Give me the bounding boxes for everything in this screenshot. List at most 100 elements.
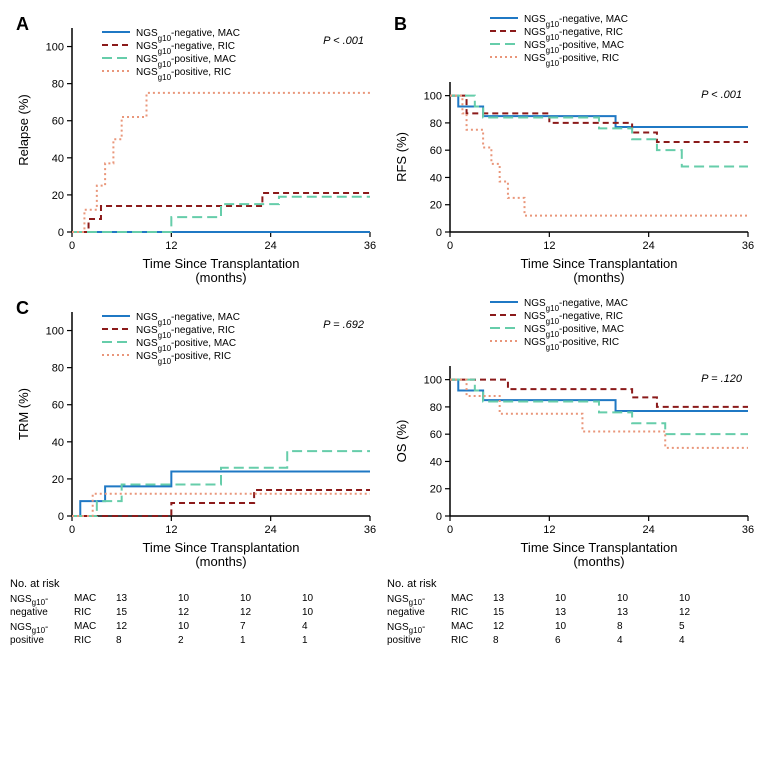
y-tick-label: 0 bbox=[436, 511, 442, 523]
y-tick-label: 0 bbox=[58, 227, 64, 239]
risk-value: 8 bbox=[607, 620, 669, 634]
risk-value: 10 bbox=[669, 592, 731, 606]
risk-value: 13 bbox=[106, 592, 168, 606]
risk-row: MAC121085 bbox=[451, 620, 731, 634]
risk-title: No. at risk bbox=[387, 578, 756, 590]
x-tick-label: 36 bbox=[742, 240, 754, 252]
x-axis-label-2: (months) bbox=[573, 270, 624, 285]
series-pos_ric bbox=[72, 494, 370, 516]
risk-value: 12 bbox=[230, 606, 292, 620]
y-axis-label: Relapse (%) bbox=[16, 94, 31, 166]
p-value: P < .001 bbox=[701, 89, 742, 101]
x-tick-label: 24 bbox=[265, 240, 277, 252]
x-tick-label: 0 bbox=[69, 524, 75, 536]
risk-tables: No. at riskNGSg10-negativeMAC13101010RIC… bbox=[10, 578, 756, 648]
y-tick-label: 100 bbox=[424, 375, 442, 387]
risk-value: 6 bbox=[545, 634, 607, 648]
risk-row: RIC15121210 bbox=[74, 606, 354, 620]
risk-value: 4 bbox=[607, 634, 669, 648]
series-pos_mac bbox=[72, 451, 370, 516]
risk-value: 5 bbox=[669, 620, 731, 634]
y-tick-label: 80 bbox=[52, 79, 64, 91]
y-axis-label: TRM (%) bbox=[16, 388, 31, 440]
x-axis-label-2: (months) bbox=[195, 270, 246, 285]
y-tick-label: 80 bbox=[52, 363, 64, 375]
risk-group-label: NGSg10-positive bbox=[387, 620, 451, 648]
y-tick-label: 20 bbox=[52, 474, 64, 486]
risk-value: 10 bbox=[168, 620, 230, 634]
series-pos_mac bbox=[72, 197, 370, 232]
x-tick-label: 24 bbox=[643, 524, 655, 536]
x-tick-label: 0 bbox=[447, 240, 453, 252]
risk-table-right: No. at riskNGSg10-negativeMAC13101010RIC… bbox=[387, 578, 756, 648]
risk-row: RIC8211 bbox=[74, 634, 354, 648]
y-tick-label: 100 bbox=[424, 91, 442, 103]
risk-value: 1 bbox=[292, 634, 354, 648]
x-axis-label: Time Since Transplantation bbox=[520, 540, 677, 555]
p-value: P < .001 bbox=[323, 35, 364, 47]
risk-value: 10 bbox=[230, 592, 292, 606]
panel-a: A0204060801000122436Time Since Transplan… bbox=[10, 10, 380, 290]
x-tick-label: 12 bbox=[543, 524, 555, 536]
risk-row: RIC15131312 bbox=[451, 606, 731, 620]
x-tick-label: 24 bbox=[265, 524, 277, 536]
x-tick-label: 12 bbox=[543, 240, 555, 252]
x-tick-label: 36 bbox=[364, 240, 376, 252]
risk-row: RIC8644 bbox=[451, 634, 731, 648]
panel-letter: C bbox=[16, 298, 29, 318]
y-tick-label: 60 bbox=[430, 429, 442, 441]
panel-b: B0204060801000122436Time Since Transplan… bbox=[388, 10, 758, 290]
x-tick-label: 0 bbox=[447, 524, 453, 536]
x-tick-label: 24 bbox=[643, 240, 655, 252]
risk-arm: MAC bbox=[74, 592, 106, 606]
risk-value: 12 bbox=[168, 606, 230, 620]
risk-value: 12 bbox=[483, 620, 545, 634]
figure-grid: A 0 20 40 60 80 100 0 12 24 36 Time Since Transplan… bbox=[10, 10, 756, 574]
y-tick-label: 80 bbox=[430, 118, 442, 130]
p-value: P = .120 bbox=[701, 373, 743, 385]
x-axis-label-2: (months) bbox=[573, 554, 624, 569]
x-tick-label: 12 bbox=[165, 240, 177, 252]
risk-value: 1 bbox=[230, 634, 292, 648]
y-tick-label: 0 bbox=[58, 511, 64, 523]
y-tick-label: 20 bbox=[430, 200, 442, 212]
risk-group-label: NGSg10-negative bbox=[387, 592, 451, 620]
y-tick-label: 20 bbox=[430, 484, 442, 496]
x-tick-label: 0 bbox=[69, 240, 75, 252]
risk-arm: RIC bbox=[74, 634, 106, 648]
risk-table-left: No. at riskNGSg10-negativeMAC13101010RIC… bbox=[10, 578, 379, 648]
risk-row: MAC121074 bbox=[74, 620, 354, 634]
risk-arm: MAC bbox=[74, 620, 106, 634]
y-tick-label: 40 bbox=[52, 437, 64, 449]
y-tick-label: 0 bbox=[436, 227, 442, 239]
y-tick-label: 100 bbox=[46, 326, 64, 338]
risk-value: 15 bbox=[483, 606, 545, 620]
panel-letter: A bbox=[16, 14, 29, 34]
legend-label: NGSg10-positive, RIC bbox=[524, 53, 619, 68]
y-axis-label: RFS (%) bbox=[394, 132, 409, 182]
risk-arm: RIC bbox=[451, 606, 483, 620]
risk-value: 2 bbox=[168, 634, 230, 648]
panel-letter: B bbox=[394, 14, 407, 34]
risk-value: 10 bbox=[607, 592, 669, 606]
y-tick-label: 60 bbox=[430, 145, 442, 157]
risk-value: 4 bbox=[292, 620, 354, 634]
x-tick-label: 12 bbox=[165, 524, 177, 536]
y-tick-label: 100 bbox=[46, 42, 64, 54]
y-tick-label: 60 bbox=[52, 400, 64, 412]
risk-value: 15 bbox=[106, 606, 168, 620]
y-tick-label: 40 bbox=[430, 456, 442, 468]
y-axis-label: OS (%) bbox=[394, 420, 409, 463]
x-axis-label-2: (months) bbox=[195, 554, 246, 569]
risk-group-label: NGSg10-positive bbox=[10, 620, 74, 648]
x-axis-label: Time Since Transplantation bbox=[142, 256, 299, 271]
legend-label: NGSg10-positive, RIC bbox=[136, 351, 231, 366]
risk-value: 13 bbox=[607, 606, 669, 620]
risk-group-label: NGSg10-negative bbox=[10, 592, 74, 620]
risk-value: 10 bbox=[545, 592, 607, 606]
legend-label: NGSg10-positive, RIC bbox=[136, 67, 231, 82]
risk-arm: RIC bbox=[451, 634, 483, 648]
series-pos_mac bbox=[450, 96, 748, 167]
risk-value: 10 bbox=[292, 592, 354, 606]
x-tick-label: 36 bbox=[742, 524, 754, 536]
